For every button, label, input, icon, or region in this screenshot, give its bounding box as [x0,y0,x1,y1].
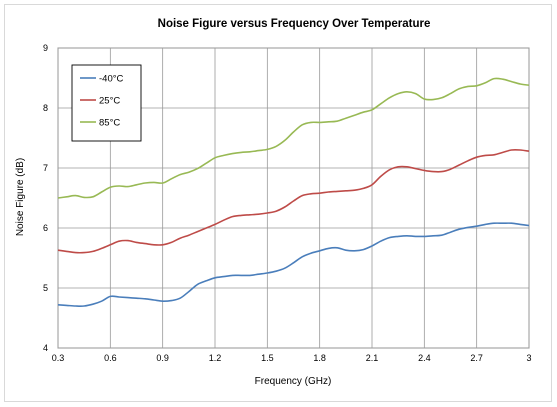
y-axis-label: Noise Figure (dB) [15,158,26,236]
x-tick-label: 2.1 [366,353,379,363]
series-line-0 [57,222,530,307]
x-tick-label: 2.7 [470,353,483,363]
x-tick-label: 1.2 [209,353,222,363]
x-tick-label: 0.9 [156,353,169,363]
x-tick-label: 2.4 [418,353,431,363]
x-tick-label: 3 [526,353,531,363]
x-tick-label: 0.3 [52,353,65,363]
tick-labels: 0.3 0.6 0.9 1.2 1.5 1.8 2.1 2.4 2.7 3 4 5 6 7 8 9 [43,43,532,363]
legend-label: 25°C [99,96,120,107]
x-tick-label: 1.8 [313,353,326,363]
series-lines [57,77,530,307]
y-tick-label: 7 [43,163,48,173]
y-tick-label: 4 [43,343,48,353]
y-tick-label: 6 [43,223,48,233]
series-line-1 [57,148,530,254]
x-tick-label: 1.5 [261,353,274,363]
y-tick-label: 8 [43,103,48,113]
chart-title: Noise Figure versus Frequency Over Tempe… [158,18,431,30]
y-tick-label: 5 [43,283,48,293]
series-line-2 [57,77,530,199]
legend-label: -40°C [99,74,124,85]
x-axis-label: Frequency (GHz) [255,376,332,387]
legend-label: 85°C [99,118,120,129]
legend: -40°C 25°C 85°C [71,64,142,142]
x-tick-label: 0.6 [104,353,117,363]
y-tick-label: 9 [43,43,48,53]
